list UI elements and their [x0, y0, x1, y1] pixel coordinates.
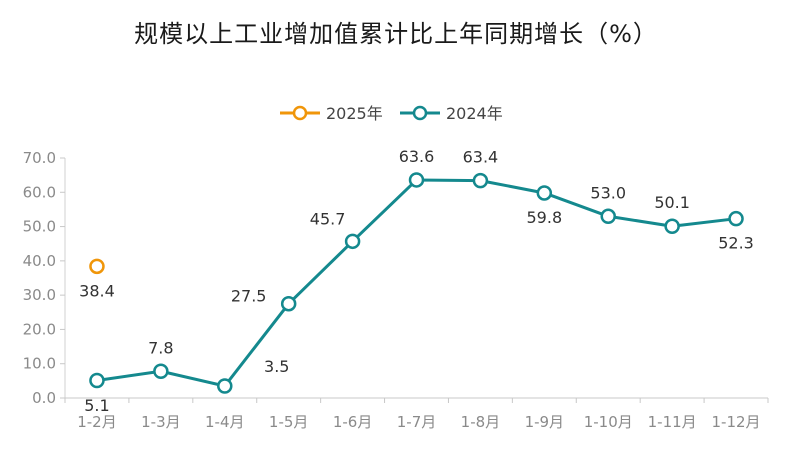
- data-point: [664, 218, 680, 234]
- data-label: 50.1: [654, 193, 690, 212]
- data-label: 7.8: [148, 338, 173, 357]
- data-label: 5.1: [84, 396, 109, 415]
- series-line: [96, 178, 737, 388]
- x-tick-label: 1-12月: [712, 413, 761, 431]
- data-label: 59.8: [527, 208, 563, 227]
- data-label: 52.3: [718, 234, 754, 253]
- data-point: [153, 363, 169, 380]
- chart-legend: 2025年 2024年: [280, 104, 503, 123]
- y-tick-label: 20.0: [23, 320, 56, 338]
- chart-series: [89, 172, 744, 394]
- y-tick-label: 70.0: [23, 149, 56, 167]
- y-tick-label: 50.0: [23, 218, 56, 236]
- data-label: 63.4: [463, 148, 499, 167]
- data-point: [280, 295, 297, 312]
- data-point: [344, 233, 361, 250]
- x-tick-label: 1-8月: [461, 413, 501, 431]
- data-label: 53.0: [590, 183, 626, 202]
- legend-marker: [292, 105, 308, 121]
- legend-label: 2024年: [446, 104, 503, 123]
- y-tick-label: 30.0: [23, 286, 56, 304]
- x-tick-label: 1-7月: [397, 413, 437, 431]
- data-label: 27.5: [231, 287, 267, 306]
- data-point: [89, 258, 105, 275]
- data-point: [600, 208, 616, 225]
- data-point: [408, 172, 425, 188]
- y-tick-label: 40.0: [23, 252, 56, 270]
- legend-marker: [412, 105, 428, 121]
- data-label: 63.6: [399, 147, 435, 166]
- x-tick-label: 1-9月: [525, 413, 565, 431]
- data-label: 38.4: [79, 281, 115, 300]
- x-tick-label: 1-2月: [77, 413, 117, 431]
- x-tick-label: 1-10月: [584, 413, 633, 431]
- x-tick-label: 1-5月: [269, 413, 309, 431]
- legend-label: 2025年: [326, 104, 383, 123]
- y-tick-label: 60.0: [23, 183, 56, 201]
- chart-axes: 0.0 10.0 20.0 30.0 40.0 50.0 60.0 70.0 1-2月 1-3月 1…: [23, 149, 769, 431]
- legend-item: 2024年: [400, 104, 503, 123]
- legend-item: 2025年: [280, 104, 383, 123]
- data-point: [217, 378, 233, 394]
- data-label: 3.5: [264, 357, 289, 376]
- y-tick-label: 0.0: [32, 389, 56, 407]
- data-label: 45.7: [310, 209, 346, 228]
- y-tick-label: 10.0: [23, 355, 56, 373]
- x-tick-label: 1-11月: [648, 413, 697, 431]
- x-tick-label: 1-3月: [141, 413, 181, 431]
- data-point: [472, 172, 489, 189]
- chart-data-labels: 38.4 5.1 7.8 3.5 27.5 45.7 63.6 63.4 59.8 53.0 50.…: [79, 147, 754, 415]
- chart-title: 规模以上工业增加值累计比上年同期增长（%）: [134, 20, 658, 48]
- data-point: [536, 185, 553, 201]
- data-point: [89, 372, 105, 389]
- x-tick-label: 1-4月: [205, 413, 245, 431]
- x-tick-label: 1-6月: [333, 413, 373, 431]
- data-point: [728, 210, 744, 227]
